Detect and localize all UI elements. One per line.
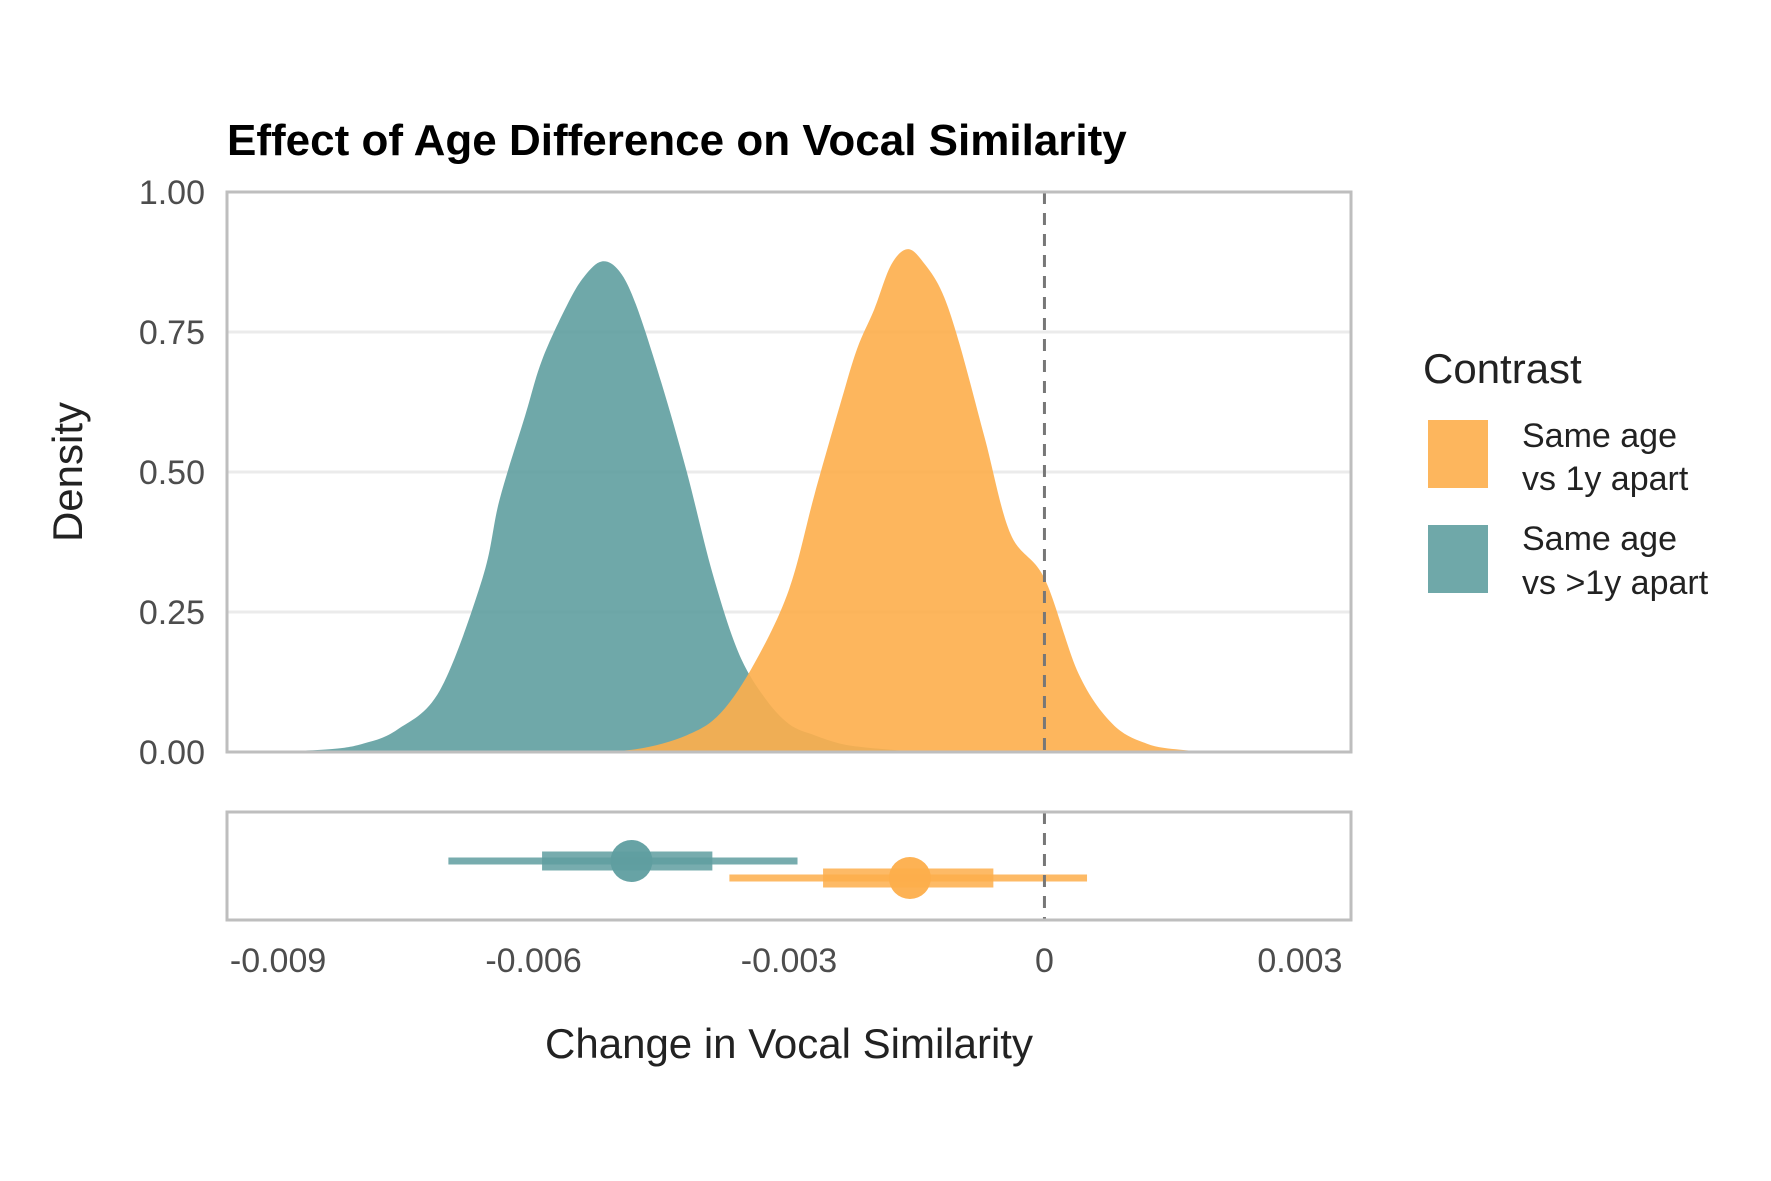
x-tick-label-0: -0.009	[230, 942, 326, 980]
y-tick-label-0: 0.00	[139, 734, 205, 772]
x-tick-label-4: 0.003	[1257, 942, 1342, 980]
x-tick-label-2: -0.003	[741, 942, 837, 980]
interval-panel	[225, 810, 1353, 922]
interval-point-1	[888, 857, 931, 899]
density-area-series-0	[261, 261, 917, 752]
legend-swatch-1y-apart	[1428, 420, 1488, 488]
y-tick-label-2: 0.50	[139, 454, 205, 492]
density-area-series-1	[576, 249, 1224, 752]
legend: Contrast Same age vs 1y apart Same age v…	[1423, 345, 1709, 602]
density-areas	[261, 249, 1224, 752]
x-tick-label-3: 0	[1035, 942, 1054, 980]
legend-label-gt1y-apart-line2: vs >1y apart	[1522, 564, 1709, 602]
density-panel-border	[225, 190, 1353, 754]
x-axis-title: Change in Vocal Similarity	[545, 1020, 1033, 1067]
legend-label-gt1y-apart-line1: Same age	[1522, 520, 1677, 558]
chart-title: Effect of Age Difference on Vocal Simila…	[227, 116, 1127, 165]
legend-label-1y-apart-line1: Same age	[1522, 417, 1677, 455]
x-axis-ticks: -0.009 -0.006 -0.003 0 0.003	[230, 942, 1343, 980]
x-tick-label-1: -0.006	[485, 942, 581, 980]
legend-title: Contrast	[1423, 345, 1582, 392]
y-tick-label-3: 0.75	[139, 314, 205, 352]
legend-label-1y-apart-line2: vs 1y apart	[1522, 460, 1689, 498]
y-tick-label-1: 0.25	[139, 594, 205, 632]
density-panel	[225, 190, 1353, 754]
legend-swatch-gt1y-apart	[1428, 525, 1488, 593]
interval-marks	[448, 840, 1088, 899]
interval-panel-border	[225, 810, 1353, 922]
y-axis-ticks: 0.00 0.25 0.50 0.75 1.00	[139, 174, 205, 772]
interval-point-0	[610, 840, 653, 882]
y-axis-title: Density	[44, 402, 91, 542]
y-tick-label-4: 1.00	[139, 174, 205, 212]
interval-panel-background	[227, 812, 1351, 920]
